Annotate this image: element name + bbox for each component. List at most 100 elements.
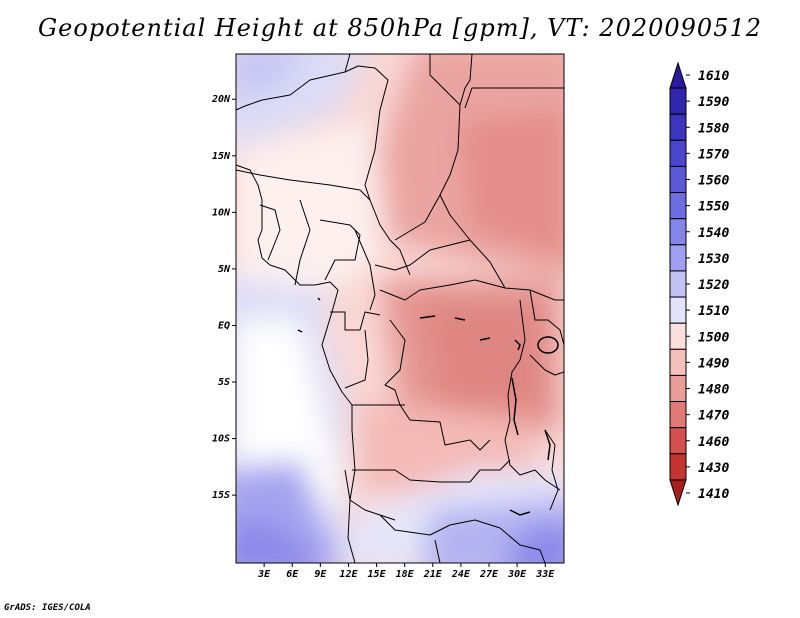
- lon-axis: 3E 6E 9E 12E 15E 18E 21E 24E 27E 30E 33E: [257, 563, 555, 580]
- lon-tick-label: 27E: [479, 569, 499, 580]
- border-botswana: [379, 514, 501, 536]
- colorbar: 1610 1590 1580 1570 1560 1550 1540 1530 1520 1510…: [669, 61, 729, 507]
- border-malawi: [544, 429, 559, 511]
- border-namibia: [344, 469, 396, 521]
- lat-tick-label: 10N: [212, 207, 231, 218]
- lon-tick-label: 33E: [535, 569, 555, 580]
- lon-tick-label: 6E: [286, 569, 299, 580]
- border-angola-namibia: [352, 469, 441, 483]
- lat-tick-label: 10S: [212, 434, 230, 445]
- field-congo-core: [420, 300, 545, 410]
- lakes: [297, 297, 559, 516]
- border-chad-east: [394, 104, 461, 241]
- colorbar-label: 1520: [698, 278, 729, 293]
- colorbar-swatch: [669, 218, 687, 246]
- border-uganda: [529, 289, 565, 346]
- height-field: [236, 54, 564, 563]
- colorbar-swatch: [669, 139, 687, 167]
- lat-tick-label: 20N: [211, 94, 231, 105]
- colorbar-label: 1410: [698, 487, 729, 502]
- plot-title: Geopotential Height at 850hPa [gpm], VT:…: [38, 14, 762, 42]
- colorbar-swatch: [669, 244, 687, 272]
- border-libya: [429, 53, 473, 106]
- lat-tick-label: 5N: [218, 264, 231, 275]
- credit-label: GrADS: IGES/COLA: [4, 603, 91, 613]
- colorbar-swatch: [669, 113, 687, 141]
- islands: [297, 297, 321, 333]
- border-west-1: [259, 204, 281, 261]
- colorbar-label: 1610: [698, 69, 729, 84]
- colorbar-label: 1510: [698, 304, 729, 319]
- lon-tick-label: 9E: [314, 569, 327, 580]
- colorbar-swatch: [669, 401, 687, 429]
- colorbar-label: 1540: [698, 226, 729, 241]
- lon-tick-label: 30E: [507, 569, 527, 580]
- field-nw-blue: [236, 54, 302, 99]
- lake-kariba: [509, 509, 531, 516]
- border-mali-niger: [235, 169, 371, 201]
- colorbar-label: 1590: [698, 95, 729, 110]
- colorbar-label: 1490: [698, 356, 729, 371]
- border-tanzania: [529, 354, 565, 376]
- lake-tanganyika: [511, 377, 519, 436]
- colorbar-swatch: [669, 479, 687, 507]
- field-westafrica: [236, 120, 380, 290]
- lon-tick-label: 24E: [451, 569, 471, 580]
- colorbar-label: 1430: [698, 461, 729, 476]
- lat-axis: 20N 15N 10N 5N EQ 5S 10S 15S: [211, 94, 236, 501]
- colorbar-swatch: [669, 270, 687, 298]
- lat-tick-label: EQ: [218, 320, 230, 331]
- border-drc-south: [384, 319, 491, 451]
- coastline: [235, 164, 356, 564]
- lon-tick-label: 12E: [339, 569, 358, 580]
- colorbar-swatch: [669, 322, 687, 350]
- border-mozambique: [504, 439, 561, 491]
- colorbar-swatch: [669, 374, 687, 403]
- lon-tick-label: 18E: [396, 569, 415, 580]
- border-congo: [344, 329, 369, 389]
- colorbar-label: 1500: [698, 330, 729, 345]
- colorbar-swatch: [669, 453, 687, 481]
- border-nigeria: [319, 219, 361, 281]
- border-sa-1: [434, 539, 441, 564]
- border-car-north: [374, 239, 471, 271]
- colorbar-label: 1470: [698, 409, 729, 424]
- field-atlantic-deep: [236, 521, 315, 563]
- border-gabon: [330, 311, 381, 331]
- colorbar-swatch: [669, 348, 687, 376]
- congo-river-marks: [419, 315, 491, 341]
- border-cameroon: [354, 229, 376, 311]
- lat-tick-label: 5S: [218, 377, 230, 388]
- lon-tick-label: 3E: [257, 569, 271, 580]
- border-north-1: [344, 53, 351, 73]
- colorbar-label: 1550: [698, 200, 729, 215]
- colorbar-label: 1480: [698, 383, 729, 398]
- border-car-south: [379, 279, 506, 301]
- lon-tick-label: 15E: [368, 569, 387, 580]
- border-zambia: [440, 459, 511, 483]
- border-sudan-north: [464, 87, 473, 109]
- colorbar-swatch: [669, 61, 687, 89]
- colorbar-label: 1460: [698, 435, 729, 450]
- colorbar-swatch: [669, 427, 687, 455]
- lon-tick-label: 21E: [423, 569, 443, 580]
- border-sudan-south: [439, 194, 564, 301]
- lat-tick-label: 15S: [212, 490, 230, 501]
- colorbar-swatch: [669, 87, 687, 115]
- colorbar-label: 1570: [698, 147, 729, 162]
- field-south-deep: [506, 522, 564, 563]
- field-sudan-core: [460, 110, 564, 259]
- map-frame: [235, 53, 565, 564]
- colorbar-swatch: [669, 165, 687, 194]
- border-west-2: [294, 199, 311, 286]
- colorbar-label: 1530: [698, 252, 729, 267]
- border-sa-2: [499, 527, 546, 564]
- colorbar-label: 1580: [698, 121, 729, 136]
- border-north-central: [235, 65, 411, 276]
- country-borders: [235, 53, 565, 564]
- lake-victoria: [537, 336, 559, 354]
- colorbar-swatch: [669, 296, 687, 324]
- colorbar-label: 1560: [698, 174, 729, 189]
- colorbar-swatch: [669, 192, 687, 220]
